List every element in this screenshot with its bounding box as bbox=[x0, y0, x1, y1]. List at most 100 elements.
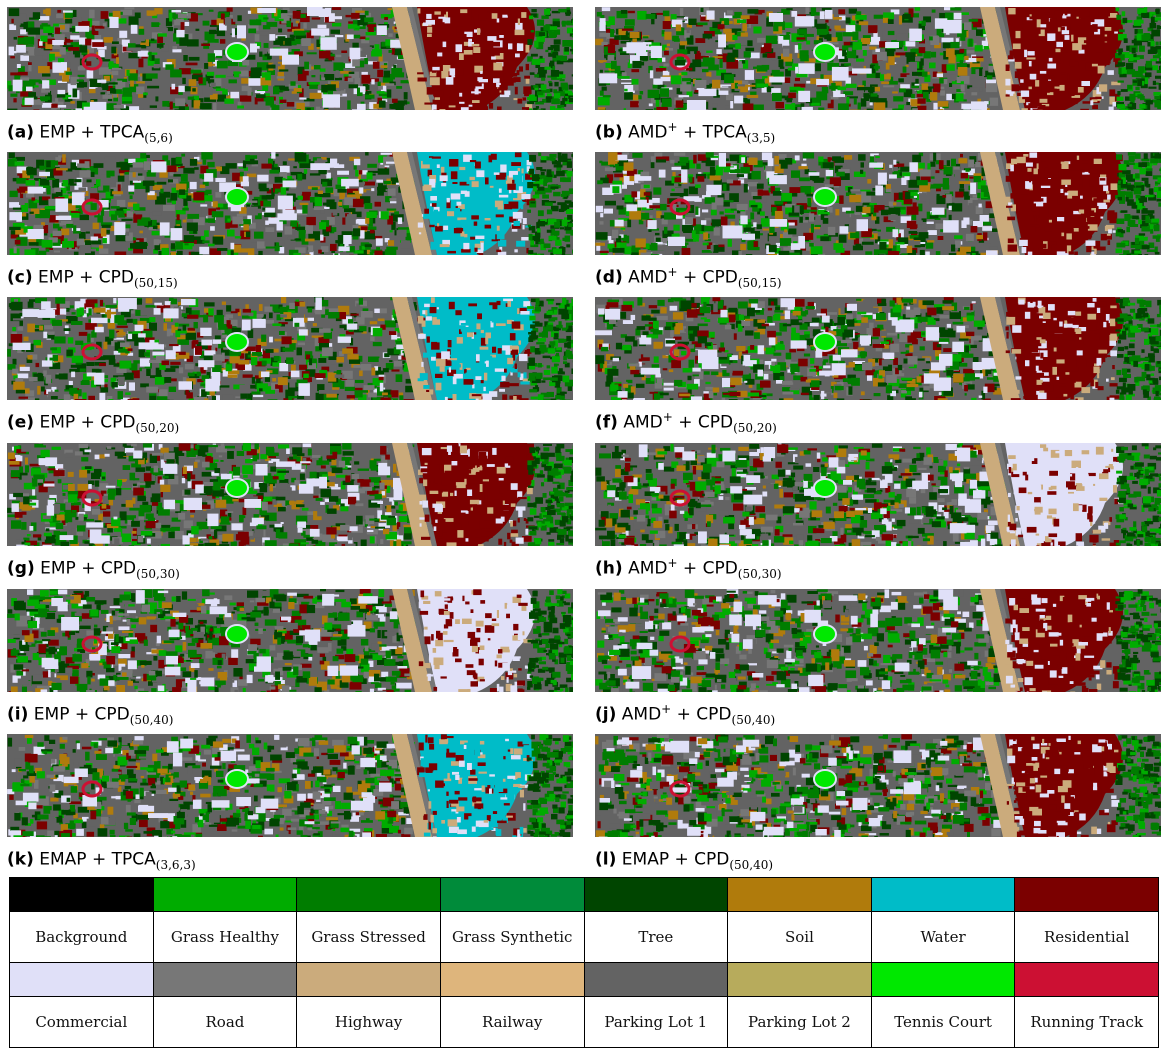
method-name: AMD bbox=[628, 123, 667, 143]
classification-map-image bbox=[7, 7, 573, 110]
method-name: AMD bbox=[628, 559, 667, 579]
classification-map-image bbox=[595, 589, 1161, 692]
legend-swatch-row bbox=[10, 878, 1159, 912]
legend-swatch bbox=[728, 878, 872, 912]
legend-swatch bbox=[440, 878, 584, 912]
legend-swatch bbox=[1015, 963, 1159, 997]
panel-label: (e) bbox=[7, 413, 34, 433]
legend-label: Railway bbox=[440, 997, 584, 1048]
class-legend: Background Grass Healthy Grass Stressed … bbox=[9, 877, 1159, 1048]
variant-name: CPD bbox=[694, 850, 729, 870]
variant-name: CPD bbox=[703, 268, 738, 288]
classification-map-image bbox=[595, 297, 1161, 400]
classification-map bbox=[595, 734, 1161, 837]
params: (3,6,3) bbox=[156, 858, 196, 872]
panel-label: (c) bbox=[7, 268, 33, 288]
panel-caption: (b) AMD+ + TPCA(3,5) bbox=[595, 120, 775, 145]
panel-label: (d) bbox=[595, 268, 623, 288]
legend-swatch bbox=[871, 878, 1015, 912]
legend-label: Parking Lot 1 bbox=[584, 997, 728, 1048]
variant-name: CPD bbox=[100, 413, 135, 433]
classification-map bbox=[7, 734, 573, 837]
classification-map-image bbox=[595, 734, 1161, 837]
variant-name: CPD bbox=[101, 559, 136, 579]
params: (50,20) bbox=[135, 421, 179, 435]
panel-label: (h) bbox=[595, 559, 623, 579]
method-name: EMP bbox=[39, 413, 75, 433]
panel-caption: (a) EMP + TPCA(5,6) bbox=[7, 120, 173, 145]
legend-label: Grass Stressed bbox=[297, 912, 441, 963]
params: (3,5) bbox=[747, 131, 775, 145]
legend-label: Tennis Court bbox=[871, 997, 1015, 1048]
method-name: EMP bbox=[39, 123, 75, 143]
classification-map bbox=[7, 297, 573, 400]
panel-caption: (e) EMP + CPD(50,20) bbox=[7, 410, 179, 435]
classification-map bbox=[595, 152, 1161, 255]
panel-caption: (c) EMP + CPD(50,15) bbox=[7, 265, 178, 290]
variant-name: TPCA bbox=[100, 123, 144, 143]
legend-swatch bbox=[297, 878, 441, 912]
legend-swatch bbox=[440, 963, 584, 997]
legend-swatch bbox=[153, 878, 297, 912]
params: (50,20) bbox=[733, 421, 777, 435]
method-name: EMP bbox=[38, 268, 74, 288]
method-name: AMD bbox=[623, 413, 662, 433]
legend-swatch bbox=[10, 963, 154, 997]
legend-swatch bbox=[728, 963, 872, 997]
classification-map bbox=[595, 443, 1161, 546]
classification-map-image bbox=[7, 443, 573, 546]
classification-map-image bbox=[7, 297, 573, 400]
params: (50,40) bbox=[729, 858, 773, 872]
panel-caption: (f) AMD+ + CPD(50,20) bbox=[595, 410, 777, 435]
classification-map bbox=[7, 589, 573, 692]
variant-name: CPD bbox=[99, 268, 134, 288]
legend-swatch bbox=[584, 963, 728, 997]
method-name: EMP bbox=[34, 705, 70, 725]
legend-label: Parking Lot 2 bbox=[728, 997, 872, 1048]
legend-label: Grass Healthy bbox=[153, 912, 297, 963]
classification-map bbox=[595, 297, 1161, 400]
legend-swatch bbox=[584, 878, 728, 912]
variant-name: CPD bbox=[696, 705, 731, 725]
legend-swatch bbox=[10, 878, 154, 912]
legend-swatch bbox=[871, 963, 1015, 997]
method-name: EMP bbox=[40, 559, 76, 579]
legend-label-row: Background Grass Healthy Grass Stressed … bbox=[10, 912, 1159, 963]
variant-name: CPD bbox=[698, 413, 733, 433]
legend-label: Commercial bbox=[10, 997, 154, 1048]
method-name: AMD bbox=[622, 705, 661, 725]
variant-name: TPCA bbox=[703, 123, 747, 143]
params: (50,40) bbox=[732, 713, 776, 727]
method-name: AMD bbox=[628, 268, 667, 288]
legend-label: Residential bbox=[1015, 912, 1159, 963]
params: (50,40) bbox=[130, 713, 174, 727]
panel-label: (g) bbox=[7, 559, 35, 579]
legend-label: Road bbox=[153, 997, 297, 1048]
classification-map bbox=[7, 7, 573, 110]
panel-caption: (g) EMP + CPD(50,30) bbox=[7, 556, 180, 581]
panel-label: (a) bbox=[7, 123, 34, 143]
panel-caption: (k) EMAP + TPCA(3,6,3) bbox=[7, 847, 196, 872]
legend-swatch-row bbox=[10, 963, 1159, 997]
classification-map-image bbox=[7, 589, 573, 692]
params: (50,15) bbox=[134, 276, 178, 290]
legend-label: Grass Synthetic bbox=[440, 912, 584, 963]
legend-label: Running Track bbox=[1015, 997, 1159, 1048]
legend-label: Highway bbox=[297, 997, 441, 1048]
classification-map-image bbox=[595, 152, 1161, 255]
legend-label: Background bbox=[10, 912, 154, 963]
panel-label: (i) bbox=[7, 705, 28, 725]
panel-caption: (j) AMD+ + CPD(50,40) bbox=[595, 702, 775, 727]
classification-map bbox=[595, 589, 1161, 692]
classification-map-image bbox=[595, 443, 1161, 546]
legend-label: Soil bbox=[728, 912, 872, 963]
variant-name: CPD bbox=[703, 559, 738, 579]
legend-label-row: Commercial Road Highway Railway Parking … bbox=[10, 997, 1159, 1048]
classification-map bbox=[595, 7, 1161, 110]
legend-label: Tree bbox=[584, 912, 728, 963]
classification-map-image bbox=[595, 7, 1161, 110]
panel-caption: (h) AMD+ + CPD(50,30) bbox=[595, 556, 782, 581]
params: (50,15) bbox=[738, 276, 782, 290]
legend-label: Water bbox=[871, 912, 1015, 963]
classification-map bbox=[7, 443, 573, 546]
